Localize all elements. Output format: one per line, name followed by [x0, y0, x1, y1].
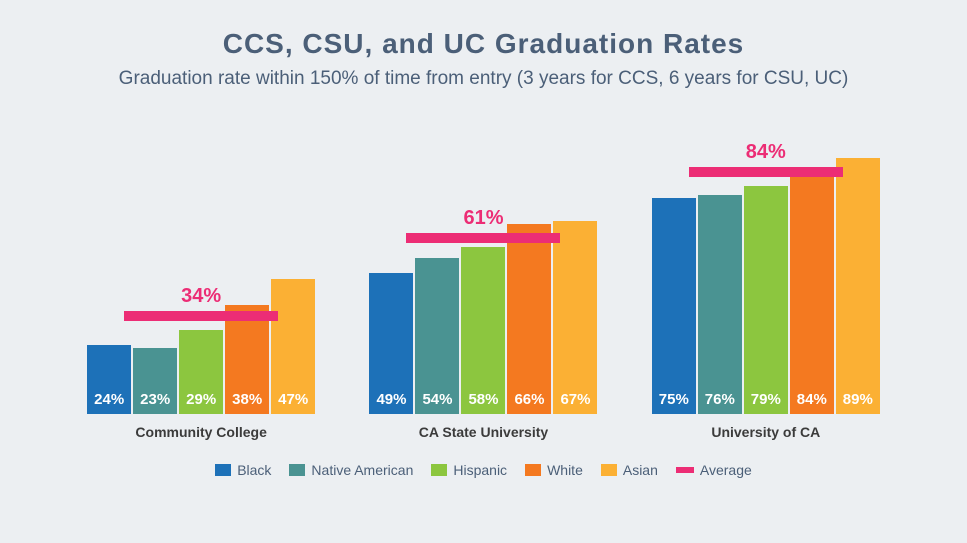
legend-item: Black	[215, 462, 271, 478]
bar: 76%	[698, 195, 742, 414]
bar: 75%	[652, 198, 696, 414]
legend-swatch	[215, 464, 231, 476]
bar-group-bars: 49%54%58%66%67%61%	[369, 221, 597, 414]
legend-label: White	[547, 462, 583, 478]
bar: 47%	[271, 279, 315, 414]
bar: 24%	[87, 345, 131, 414]
bar-group: 75%76%79%84%89%84% University of CA	[652, 158, 880, 440]
bar: 58%	[461, 247, 505, 414]
bar: 54%	[415, 258, 459, 414]
chart-plot-area: 24%23%29%38%47%34%Community College49%54…	[60, 140, 907, 440]
bar: 84%	[790, 172, 834, 414]
average-marker	[689, 167, 843, 177]
legend-item: Asian	[601, 462, 658, 478]
legend-item: Native American	[289, 462, 413, 478]
legend-swatch	[289, 464, 305, 476]
group-label: CA State University	[419, 424, 548, 440]
legend-item: White	[525, 462, 583, 478]
bar-group: 49%54%58%66%67%61% CA State University	[369, 221, 597, 440]
bar: 79%	[744, 186, 788, 414]
average-label: 34%	[181, 285, 221, 308]
average-marker	[124, 311, 278, 321]
legend-label: Average	[700, 462, 752, 478]
average-label: 84%	[746, 141, 786, 164]
bar: 49%	[369, 273, 413, 414]
bar-group-bars: 24%23%29%38%47%34%	[87, 279, 315, 414]
legend-label: Asian	[623, 462, 658, 478]
average-label: 61%	[463, 207, 503, 230]
group-label: Community College	[135, 424, 266, 440]
legend-label: Hispanic	[453, 462, 507, 478]
legend-item: Hispanic	[431, 462, 507, 478]
legend-swatch	[525, 464, 541, 476]
bar: 89%	[836, 158, 880, 414]
legend-item-average: Average	[676, 462, 752, 478]
bar: 29%	[179, 330, 223, 414]
chart-legend: Black Native American Hispanic White Asian Av…	[60, 462, 907, 478]
legend-swatch	[431, 464, 447, 476]
group-label: University of CA	[711, 424, 820, 440]
bar: 67%	[553, 221, 597, 414]
bar-group-bars: 75%76%79%84%89%84%	[652, 158, 880, 414]
legend-label: Native American	[311, 462, 413, 478]
chart-subtitle: Graduation rate within 150% of time from…	[60, 68, 907, 90]
bar: 23%	[133, 348, 177, 414]
bar-group: 24%23%29%38%47%34%Community College	[87, 279, 315, 440]
legend-label: Black	[237, 462, 271, 478]
average-marker	[406, 233, 560, 243]
bar: 66%	[507, 224, 551, 414]
legend-swatch	[601, 464, 617, 476]
legend-swatch-average	[676, 467, 694, 473]
chart-title: CCS, CSU, and UC Graduation Rates	[60, 28, 907, 60]
